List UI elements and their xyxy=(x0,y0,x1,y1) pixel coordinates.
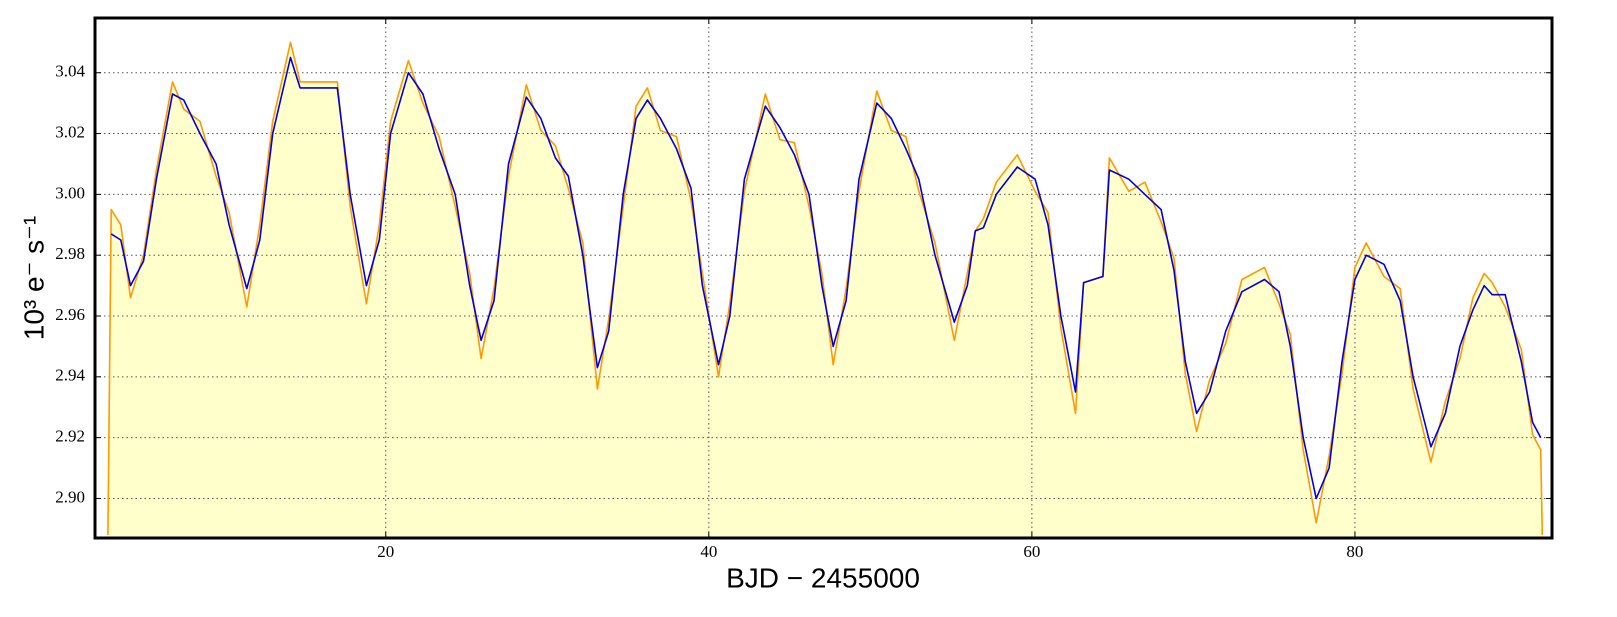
y-tick-label: 2.94 xyxy=(55,366,85,385)
y-tick-label: 3.04 xyxy=(55,62,85,81)
data-line xyxy=(107,41,1544,536)
x-tick-label: 40 xyxy=(700,542,717,561)
plot-frame xyxy=(93,16,1554,540)
x-tick-label: 80 xyxy=(1346,542,1363,561)
area-fill xyxy=(107,42,1543,539)
x-axis-label: BJD − 2455000 xyxy=(726,562,920,593)
y-tick-label: 2.96 xyxy=(55,305,85,324)
y-tick-label: 3.02 xyxy=(55,122,85,141)
y-tick-label: 2.90 xyxy=(55,487,85,506)
y-tick-label: 2.92 xyxy=(55,427,85,446)
x-tick-label: 60 xyxy=(1023,542,1040,561)
x-tick-label: 20 xyxy=(377,542,394,561)
y-tick-label: 3.00 xyxy=(55,183,85,202)
y-axis-label: 10³ e⁻ s⁻¹ xyxy=(18,216,49,340)
data-line xyxy=(110,56,1542,500)
y-tick-label: 2.98 xyxy=(55,244,85,263)
